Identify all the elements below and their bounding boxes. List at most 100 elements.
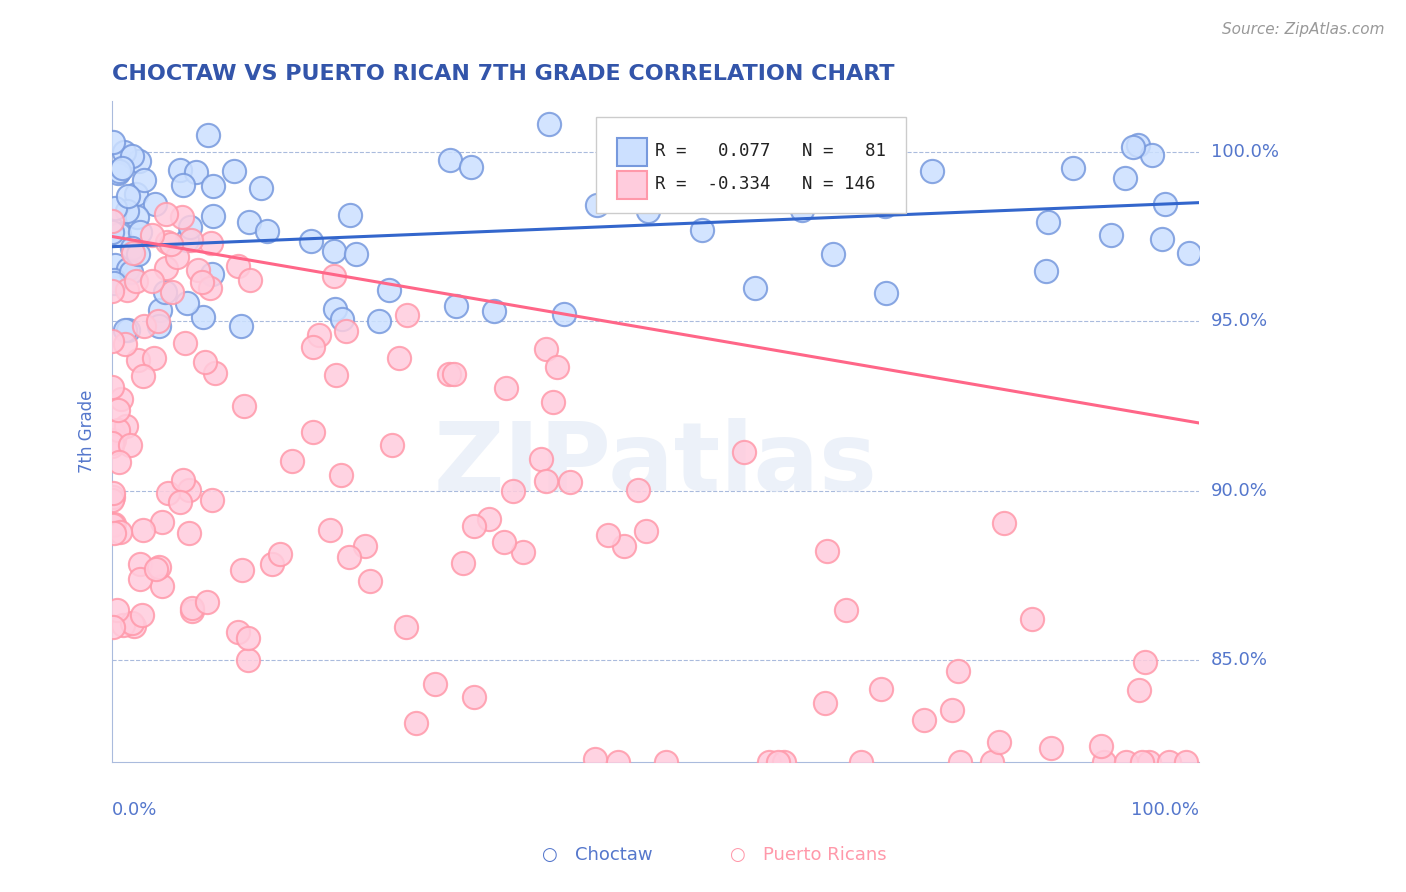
Point — [103, 486, 125, 500]
Point — [849, 755, 872, 769]
Point — [236, 631, 259, 645]
Point — [180, 233, 202, 247]
Point — [1036, 215, 1059, 229]
Point — [180, 604, 202, 618]
Point — [177, 483, 200, 497]
Point — [117, 323, 139, 337]
Point — [530, 451, 553, 466]
Point — [949, 755, 972, 769]
Point — [107, 423, 129, 437]
Y-axis label: 7th Grade: 7th Grade — [79, 390, 96, 473]
Point — [256, 224, 278, 238]
Point — [101, 439, 124, 453]
Point — [463, 690, 485, 704]
Point — [744, 281, 766, 295]
Text: R =   0.077   N =   81: R = 0.077 N = 81 — [655, 142, 886, 161]
Point — [103, 273, 125, 287]
Point — [766, 755, 789, 769]
Point — [537, 117, 560, 131]
Point — [299, 234, 322, 248]
Point — [191, 275, 214, 289]
Point — [478, 512, 501, 526]
Point — [148, 318, 170, 333]
Point — [150, 515, 173, 529]
Point — [993, 516, 1015, 530]
Point — [1157, 755, 1180, 769]
Point — [101, 518, 124, 533]
Point — [115, 284, 138, 298]
Point — [101, 225, 124, 239]
Point — [875, 199, 897, 213]
Point — [814, 696, 837, 710]
Point — [143, 351, 166, 365]
Point — [627, 483, 650, 497]
Text: ZIPatlas: ZIPatlas — [434, 418, 877, 511]
Point — [423, 677, 446, 691]
Point — [323, 244, 346, 259]
Point — [222, 163, 245, 178]
Point — [637, 204, 659, 219]
Point — [870, 682, 893, 697]
Point — [112, 145, 135, 159]
Point — [101, 285, 124, 299]
Text: 90.0%: 90.0% — [1211, 482, 1267, 500]
Point — [128, 225, 150, 239]
FancyBboxPatch shape — [596, 118, 905, 213]
Point — [606, 755, 628, 769]
Point — [191, 310, 214, 324]
Point — [405, 716, 427, 731]
Point — [172, 210, 194, 224]
Point — [226, 625, 249, 640]
Text: ○   Puerto Ricans: ○ Puerto Ricans — [730, 846, 887, 863]
Point — [197, 128, 219, 143]
Point — [598, 528, 620, 542]
Point — [103, 517, 125, 532]
Point — [238, 215, 260, 229]
Text: 100.0%: 100.0% — [1132, 801, 1199, 819]
Point — [125, 274, 148, 288]
Point — [201, 178, 224, 193]
Point — [111, 161, 134, 175]
Point — [166, 250, 188, 264]
Point — [195, 595, 218, 609]
Point — [101, 334, 124, 348]
Point — [107, 455, 129, 469]
Point — [541, 395, 564, 409]
Point — [103, 276, 125, 290]
Text: 95.0%: 95.0% — [1211, 312, 1268, 330]
Point — [231, 563, 253, 577]
Point — [378, 283, 401, 297]
Point — [534, 474, 557, 488]
Point — [127, 247, 149, 261]
Point — [262, 558, 284, 572]
Point — [132, 523, 155, 537]
Point — [912, 713, 935, 727]
Point — [120, 438, 142, 452]
Point — [103, 526, 125, 541]
Point — [1140, 148, 1163, 162]
Point — [132, 173, 155, 187]
Point — [439, 153, 461, 167]
Point — [125, 187, 148, 202]
Point — [145, 197, 167, 211]
Point — [132, 368, 155, 383]
Point — [104, 202, 127, 216]
Point — [354, 539, 377, 553]
Point — [104, 258, 127, 272]
Point — [388, 351, 411, 365]
Point — [169, 495, 191, 509]
Point — [323, 269, 346, 284]
Point — [173, 336, 195, 351]
Point — [101, 493, 124, 508]
Point — [772, 755, 794, 769]
Point — [396, 309, 419, 323]
Point — [359, 574, 381, 588]
Point — [146, 313, 169, 327]
Point — [344, 246, 367, 260]
Point — [127, 210, 149, 224]
Point — [1128, 683, 1150, 698]
Point — [107, 227, 129, 241]
Point — [655, 755, 678, 769]
Point — [101, 490, 124, 504]
Point — [323, 301, 346, 316]
